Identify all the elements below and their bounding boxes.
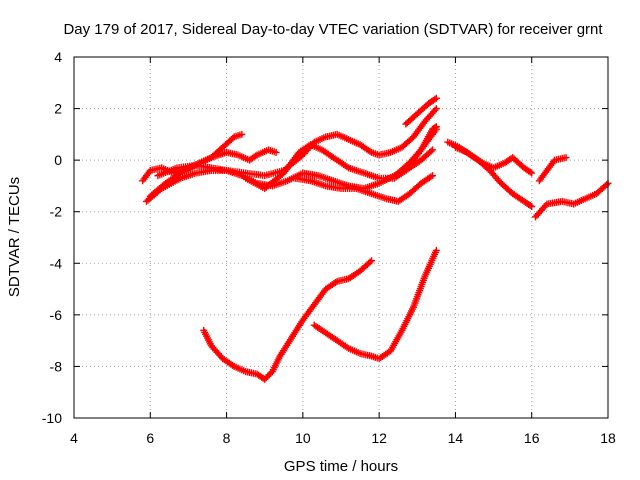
x-tick-label: 18 xyxy=(600,430,616,446)
plus-marker xyxy=(526,168,534,176)
plus-marker xyxy=(238,130,246,138)
plus-marker xyxy=(368,257,376,265)
x-axis-label: GPS time / hours xyxy=(284,458,398,475)
plus-marker xyxy=(427,147,435,155)
plus-marker xyxy=(262,374,270,382)
x-tick-label: 4 xyxy=(70,430,78,446)
plus-marker xyxy=(603,181,611,189)
y-tick-labels: -10 -8 -6 -4 -2 0 2 4 xyxy=(42,49,62,426)
plus-marker xyxy=(432,123,440,131)
chart-title: Day 179 of 2017, Sidereal Day-to-day VTE… xyxy=(63,21,603,38)
x-tick-label: 12 xyxy=(371,430,387,446)
plus-marker xyxy=(528,169,536,177)
plus-marker xyxy=(526,202,534,210)
plus-marker xyxy=(261,375,269,383)
y-tick-label: -8 xyxy=(50,358,63,374)
x-tick-labels: 4 6 8 10 12 14 16 18 xyxy=(70,430,616,446)
plus-marker xyxy=(272,148,280,156)
y-tick-label: 0 xyxy=(54,152,62,168)
plot-frame xyxy=(73,56,609,419)
x-tick-label: 16 xyxy=(524,430,540,446)
y-tick-label: 4 xyxy=(54,49,62,65)
plus-marker xyxy=(562,154,570,162)
x-tick-label: 8 xyxy=(223,430,231,446)
plus-marker xyxy=(432,94,440,102)
x-tick-label: 14 xyxy=(448,430,464,446)
plus-marker xyxy=(264,372,272,380)
plus-marker xyxy=(429,146,437,154)
plus-marker xyxy=(528,203,536,211)
plus-marker xyxy=(265,371,273,379)
plus-marker xyxy=(429,172,437,180)
axis-ticks xyxy=(73,56,609,419)
plus-marker xyxy=(366,258,374,266)
x-tick-label: 6 xyxy=(146,430,154,446)
y-tick-label: 2 xyxy=(54,101,62,117)
plus-marker xyxy=(432,246,440,254)
y-axis-label: SDTVAR / TECUs xyxy=(6,177,23,297)
data-markers xyxy=(139,94,612,383)
y-tick-label: -10 xyxy=(42,410,62,426)
y-tick-label: -6 xyxy=(50,307,63,323)
plus-marker xyxy=(431,123,439,131)
y-tick-label: -4 xyxy=(50,255,63,271)
plus-marker xyxy=(432,105,440,113)
y-tick-label: -2 xyxy=(50,204,63,220)
x-tick-label: 10 xyxy=(295,430,311,446)
grid-lines xyxy=(74,57,608,418)
plus-marker xyxy=(431,106,439,114)
plus-marker xyxy=(431,95,439,103)
